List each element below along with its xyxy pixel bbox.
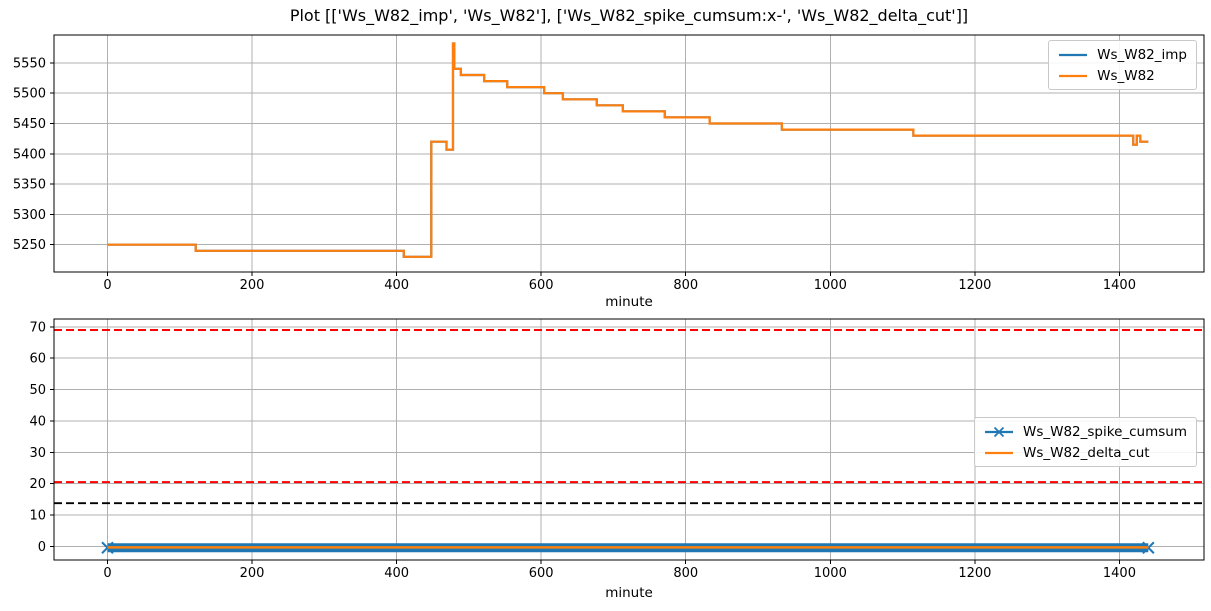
top-xaxis-label: minute — [605, 294, 653, 310]
legend-sample-line — [1059, 53, 1088, 56]
legend-label: Ws_W82_delta_cut — [1022, 444, 1150, 461]
x-marker — [1142, 541, 1155, 554]
axes-spines — [53, 318, 1205, 561]
x-tick-label: 1200 — [958, 278, 991, 293]
legend-item: Ws_W82_imp — [1058, 45, 1187, 64]
figure-title: Plot [['Ws_W82_imp', 'Ws_W82'], ['Ws_W82… — [289, 6, 969, 25]
y-tick-label: 5450 — [13, 117, 46, 132]
x-tick-label: 200 — [240, 566, 265, 581]
x-tick-label: 800 — [673, 278, 698, 293]
x-tick-label: 1000 — [814, 278, 847, 293]
bottom-legend: Ws_W82_spike_cumsum Ws_W82_delta_cut — [973, 417, 1197, 467]
legend-sample-line — [984, 451, 1013, 454]
x-tick-label: 1000 — [814, 566, 847, 581]
y-tick-label: 5300 — [13, 208, 46, 223]
x-tick-label: 800 — [673, 566, 698, 581]
y-tick-label: 5400 — [13, 147, 46, 162]
legend-x-marker-icon — [993, 426, 1005, 437]
legend-sample-line — [984, 426, 1013, 437]
y-tick-label: 5250 — [13, 238, 46, 253]
x-tick-label: 0 — [103, 278, 111, 293]
x-marker — [101, 541, 114, 554]
legend-label: Ws_W82_spike_cumsum — [1022, 423, 1187, 440]
y-tick-label: 20 — [29, 477, 46, 492]
top-legend: Ws_W82_imp Ws_W82 — [1048, 40, 1197, 90]
x-tick-label: 0 — [103, 566, 111, 581]
y-tick-label: 70 — [29, 320, 46, 335]
bottom-xaxis-label: minute — [605, 585, 653, 601]
legend-item: Ws_W82_spike_cumsum — [984, 422, 1187, 441]
y-tick-label: 0 — [38, 540, 46, 555]
legend-sample-line — [1059, 74, 1088, 77]
y-tick-label: 50 — [29, 383, 46, 398]
x-tick-label: 400 — [384, 566, 409, 581]
x-tick-label: 1400 — [1103, 278, 1136, 293]
y-tick-label: 60 — [29, 352, 46, 367]
legend-label: Ws_W82 — [1097, 67, 1155, 84]
y-tick-label: 5500 — [13, 87, 46, 102]
y-tick-label: 40 — [29, 414, 46, 429]
y-tick-label: 10 — [29, 509, 46, 524]
y-tick-label: 5350 — [13, 178, 46, 193]
legend-label: Ws_W82_imp — [1097, 46, 1187, 63]
x-tick-label: 200 — [240, 278, 265, 293]
series-line-Ws_W82 — [107, 42, 1149, 258]
x-tick-label: 1400 — [1103, 566, 1136, 581]
y-tick-label: 5550 — [13, 56, 46, 71]
legend-item: Ws_W82 — [1058, 66, 1187, 85]
x-tick-label: 600 — [529, 278, 554, 293]
x-tick-label: 1200 — [958, 566, 991, 581]
y-tick-label: 30 — [29, 446, 46, 461]
x-tick-label: 400 — [384, 278, 409, 293]
legend-item: Ws_W82_delta_cut — [984, 443, 1187, 462]
x-tick-label: 600 — [529, 566, 554, 581]
